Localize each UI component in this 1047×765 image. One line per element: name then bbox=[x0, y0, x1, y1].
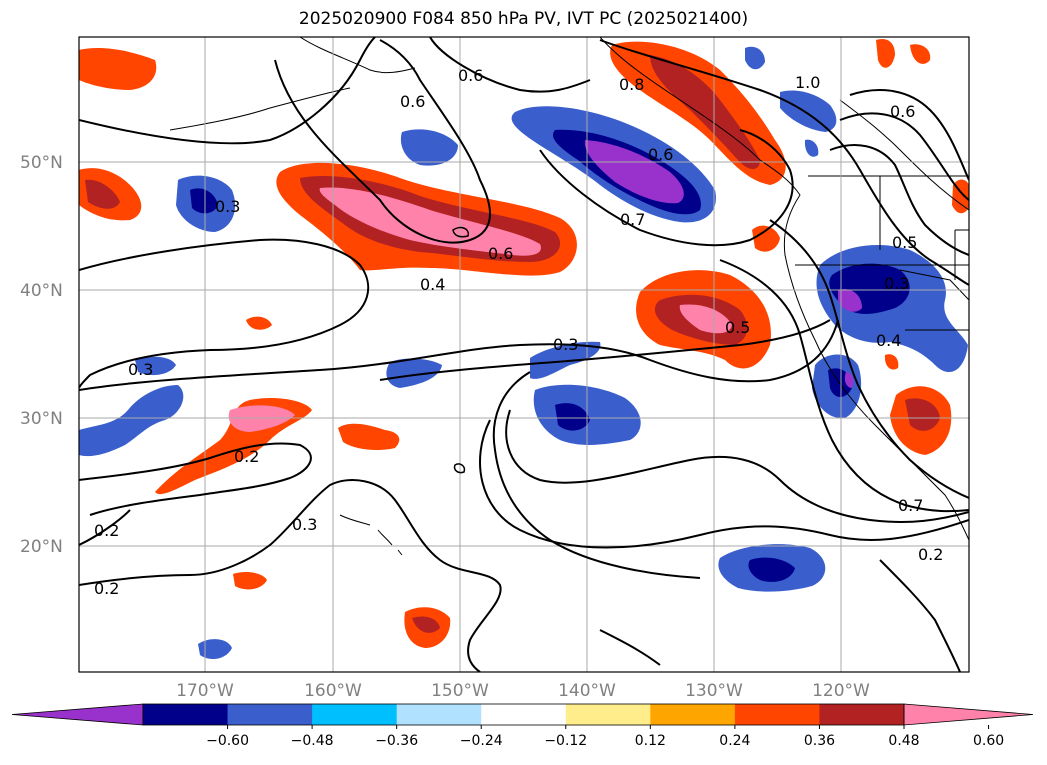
colorbar-tick-label: 0.36 bbox=[804, 733, 835, 749]
lon-label: 130°W bbox=[685, 681, 743, 701]
colorbar-segment bbox=[819, 704, 905, 725]
colorbar-tick-label: 0.24 bbox=[719, 733, 750, 749]
lon-label: 140°W bbox=[558, 681, 616, 701]
contour-label: 0.6 bbox=[488, 244, 513, 263]
lon-label: 170°W bbox=[176, 681, 234, 701]
colorbar bbox=[11, 703, 1034, 726]
contour-label: 0.2 bbox=[94, 579, 119, 598]
colorbar-tick-label: −0.48 bbox=[291, 733, 334, 749]
ivt-contours bbox=[79, 37, 969, 672]
colorbar-segment bbox=[481, 704, 567, 725]
colorbar-segment bbox=[396, 704, 482, 725]
contour-label: 0.2 bbox=[94, 521, 119, 540]
lon-label: 160°W bbox=[304, 681, 362, 701]
contour-label: 0.3 bbox=[553, 335, 578, 354]
colorbar-extend-min bbox=[11, 703, 144, 726]
colorbar-frame bbox=[142, 703, 905, 726]
colorbar-segment bbox=[565, 704, 651, 725]
lon-label: 150°W bbox=[431, 681, 489, 701]
colorbar-segment bbox=[143, 704, 229, 725]
latitude-labels: 50°N 40°N 30°N 20°N bbox=[20, 153, 63, 557]
contour-label: 0.2 bbox=[918, 545, 943, 564]
contour-label: 0.7 bbox=[620, 210, 645, 229]
pv-positive-anomalies bbox=[79, 38, 969, 648]
contour-label: 1.0 bbox=[795, 73, 820, 92]
contour-label: 0.6 bbox=[458, 66, 483, 85]
contour-label: 0.3 bbox=[215, 197, 240, 216]
contour-label: 0.6 bbox=[648, 145, 673, 164]
contour-label: 0.6 bbox=[400, 92, 425, 111]
colorbar-tick-label: −0.36 bbox=[375, 733, 418, 749]
lat-label: 40°N bbox=[20, 281, 63, 301]
colorbar-tick-label: 0.48 bbox=[888, 733, 919, 749]
contour-label: 0.4 bbox=[420, 275, 445, 294]
contour-label: 0.3 bbox=[884, 274, 909, 293]
longitude-labels: 170°W 160°W 150°W 140°W 130°W 120°W bbox=[176, 681, 870, 701]
map-panel: 0.6 0.6 0.8 1.0 0.6 0.6 0.7 0.3 0.6 0.4 … bbox=[79, 37, 969, 672]
colorbar-segment bbox=[227, 704, 313, 725]
lon-label: 120°W bbox=[812, 681, 870, 701]
lat-label: 20°N bbox=[20, 537, 63, 557]
colorbar-segment bbox=[312, 704, 398, 725]
contour-label: 0.2 bbox=[234, 447, 259, 466]
contour-label: 0.8 bbox=[619, 75, 644, 94]
colorbar-segment bbox=[734, 704, 820, 725]
colorbar-extend-max bbox=[903, 703, 1034, 726]
colorbar-tick-label: 0.60 bbox=[973, 733, 1004, 749]
lat-label: 30°N bbox=[20, 409, 63, 429]
colorbar-tick-label: −0.60 bbox=[206, 733, 249, 749]
colorbar-tick-label: 0.12 bbox=[635, 733, 666, 749]
contour-label: 0.4 bbox=[876, 331, 901, 350]
lat-label: 50°N bbox=[20, 153, 63, 173]
contour-label: 0.5 bbox=[725, 318, 750, 337]
contour-labels: 0.6 0.6 0.8 1.0 0.6 0.6 0.7 0.3 0.6 0.4 … bbox=[94, 66, 943, 598]
colorbar-segment bbox=[650, 704, 736, 725]
colorbar-tick-label: −0.12 bbox=[544, 733, 587, 749]
map-title: 2025020900 F084 850 hPa PV, IVT PC (2025… bbox=[298, 9, 749, 29]
colorbar-ticks: −0.60 −0.48 −0.36 −0.24 −0.12 0.12 0.24 0.36 0.4… bbox=[206, 725, 1004, 749]
colorbar-tick-label: −0.24 bbox=[460, 733, 503, 749]
contour-label: 0.5 bbox=[892, 233, 917, 252]
contour-label: 0.3 bbox=[128, 360, 153, 379]
contour-label: 0.3 bbox=[292, 515, 317, 534]
map-frame bbox=[78, 36, 970, 673]
contour-label: 0.6 bbox=[890, 102, 915, 121]
contour-label: 0.7 bbox=[898, 496, 923, 515]
